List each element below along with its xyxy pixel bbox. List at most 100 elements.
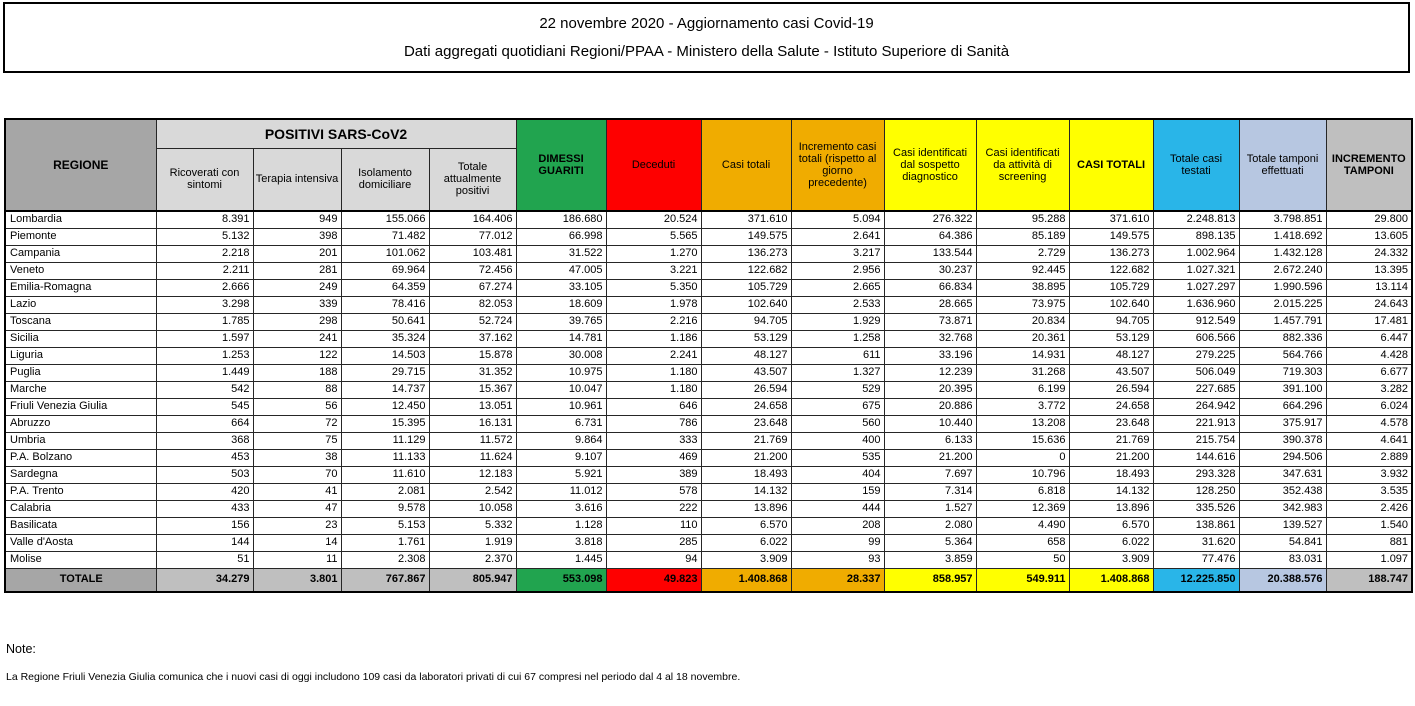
note-text: La Regione Friuli Venezia Giulia comunic… <box>6 671 741 683</box>
table-row: Emilia-Romagna 2.666 249 64.359 67.274 33.105… <box>4 278 1413 297</box>
value-cell: 43.507 <box>700 363 792 382</box>
value-cell: 29.715 <box>340 363 430 382</box>
value-cell: 53.129 <box>1068 329 1154 348</box>
value-cell: 949 <box>252 210 342 229</box>
value-cell: 293.328 <box>1152 465 1240 484</box>
col-header-casi-screening: Casi identificati da attività di screeni… <box>975 118 1070 212</box>
value-cell: 10.796 <box>975 465 1070 484</box>
value-cell: 66.834 <box>883 278 977 297</box>
value-cell: 39.765 <box>515 312 607 331</box>
value-cell: 75 <box>252 431 342 450</box>
value-cell: 105.729 <box>1068 278 1154 297</box>
value-cell: 1.128 <box>515 516 607 535</box>
region-cell: Molise <box>4 550 157 569</box>
value-cell: 8.391 <box>155 210 254 229</box>
value-cell: 264.942 <box>1152 397 1240 416</box>
region-cell: Piemonte <box>4 227 157 246</box>
value-cell: 1.408.868 <box>1068 567 1154 593</box>
value-cell: 31.620 <box>1152 533 1240 552</box>
value-cell: 102.640 <box>1068 295 1154 314</box>
value-cell: 33.196 <box>883 346 977 365</box>
col-header-isolamento-domiciliare: Isolamento domiciliare <box>340 147 430 212</box>
value-cell: 11.624 <box>428 448 517 467</box>
value-cell: 47.005 <box>515 261 607 280</box>
value-cell: 12.369 <box>975 499 1070 518</box>
value-cell: 535 <box>790 448 885 467</box>
value-cell: 3.909 <box>700 550 792 569</box>
value-cell: 38 <box>252 448 342 467</box>
value-cell: 15.636 <box>975 431 1070 450</box>
value-cell: 279.225 <box>1152 346 1240 365</box>
value-cell: 2.216 <box>605 312 702 331</box>
table-row: Marche 542 88 14.737 15.367 10.047 1.180 26.594… <box>4 380 1413 399</box>
value-cell: 882.336 <box>1238 329 1327 348</box>
table-row: Umbria 368 75 11.129 11.572 9.864 333 21.769 400… <box>4 431 1413 450</box>
region-cell: Emilia-Romagna <box>4 278 157 297</box>
value-cell: 578 <box>605 482 702 501</box>
value-cell: 105.729 <box>700 278 792 297</box>
value-cell: 3.932 <box>1325 465 1413 484</box>
value-cell: 1.785 <box>155 312 254 331</box>
value-cell: 136.273 <box>1068 244 1154 263</box>
value-cell: 542 <box>155 380 254 399</box>
value-cell: 20.395 <box>883 380 977 399</box>
table-row: Veneto 2.211 281 69.964 72.456 47.005 3.221 122… <box>4 261 1413 280</box>
table-row: Sardegna 503 70 11.610 12.183 5.921 389 18.493 4… <box>4 465 1413 484</box>
region-cell: Friuli Venezia Giulia <box>4 397 157 416</box>
value-cell: 658 <box>975 533 1070 552</box>
value-cell: 858.957 <box>883 567 977 593</box>
value-cell: 103.481 <box>428 244 517 263</box>
value-cell: 21.200 <box>700 448 792 467</box>
value-cell: 77.012 <box>428 227 517 246</box>
value-cell: 342.983 <box>1238 499 1327 518</box>
value-cell: 3.798.851 <box>1238 210 1327 229</box>
value-cell: 1.270 <box>605 244 702 263</box>
col-header-ricoverati-con-sintomi: Ricoverati con sintomi <box>155 147 254 212</box>
table-row: Puglia 1.449 188 29.715 31.352 10.975 1.180 43.… <box>4 363 1413 382</box>
notes-section: Note: La Regione Friuli Venezia Giulia c… <box>6 642 740 683</box>
value-cell: 10.440 <box>883 414 977 433</box>
value-cell: 99 <box>790 533 885 552</box>
value-cell: 227.685 <box>1152 380 1240 399</box>
value-cell: 30.008 <box>515 346 607 365</box>
value-cell: 24.658 <box>700 397 792 416</box>
value-cell: 1.761 <box>340 533 430 552</box>
value-cell: 1.418.692 <box>1238 227 1327 246</box>
header-row-groups: REGIONE POSITIVI SARS-CoV2 DIMESSI GUARI… <box>4 118 1413 212</box>
value-cell: 64.359 <box>340 278 430 297</box>
value-cell: 6.731 <box>515 414 607 433</box>
value-cell: 222 <box>605 499 702 518</box>
value-cell: 221.913 <box>1152 414 1240 433</box>
value-cell: 94.705 <box>1068 312 1154 331</box>
value-cell: 11.012 <box>515 482 607 501</box>
value-cell: 30.237 <box>883 261 977 280</box>
value-cell: 390.378 <box>1238 431 1327 450</box>
value-cell: 2.211 <box>155 261 254 280</box>
value-cell: 41 <box>252 482 342 501</box>
value-cell: 506.049 <box>1152 363 1240 382</box>
table-row: Basilicata 156 23 5.153 5.332 1.128 110 6.570 20… <box>4 516 1413 535</box>
value-cell: 11.129 <box>340 431 430 450</box>
value-cell: 1.258 <box>790 329 885 348</box>
value-cell: 420 <box>155 482 254 501</box>
value-cell: 32.768 <box>883 329 977 348</box>
value-cell: 208 <box>790 516 885 535</box>
value-cell: 16.131 <box>428 414 517 433</box>
value-cell: 26.594 <box>1068 380 1154 399</box>
value-cell: 20.886 <box>883 397 977 416</box>
value-cell: 164.406 <box>428 210 517 229</box>
value-cell: 333 <box>605 431 702 450</box>
value-cell: 3.859 <box>883 550 977 569</box>
value-cell: 149.575 <box>700 227 792 246</box>
value-cell: 10.058 <box>428 499 517 518</box>
value-cell: 23.648 <box>1068 414 1154 433</box>
value-cell: 285 <box>605 533 702 552</box>
value-cell: 529 <box>790 380 885 399</box>
value-cell: 139.527 <box>1238 516 1327 535</box>
col-header-casi-sospetto-diagnostico: Casi identificati dal sospetto diagnosti… <box>883 118 977 212</box>
value-cell: 9.864 <box>515 431 607 450</box>
value-cell: 453 <box>155 448 254 467</box>
value-cell: 2.308 <box>340 550 430 569</box>
value-cell: 13.395 <box>1325 261 1413 280</box>
value-cell: 1.449 <box>155 363 254 382</box>
